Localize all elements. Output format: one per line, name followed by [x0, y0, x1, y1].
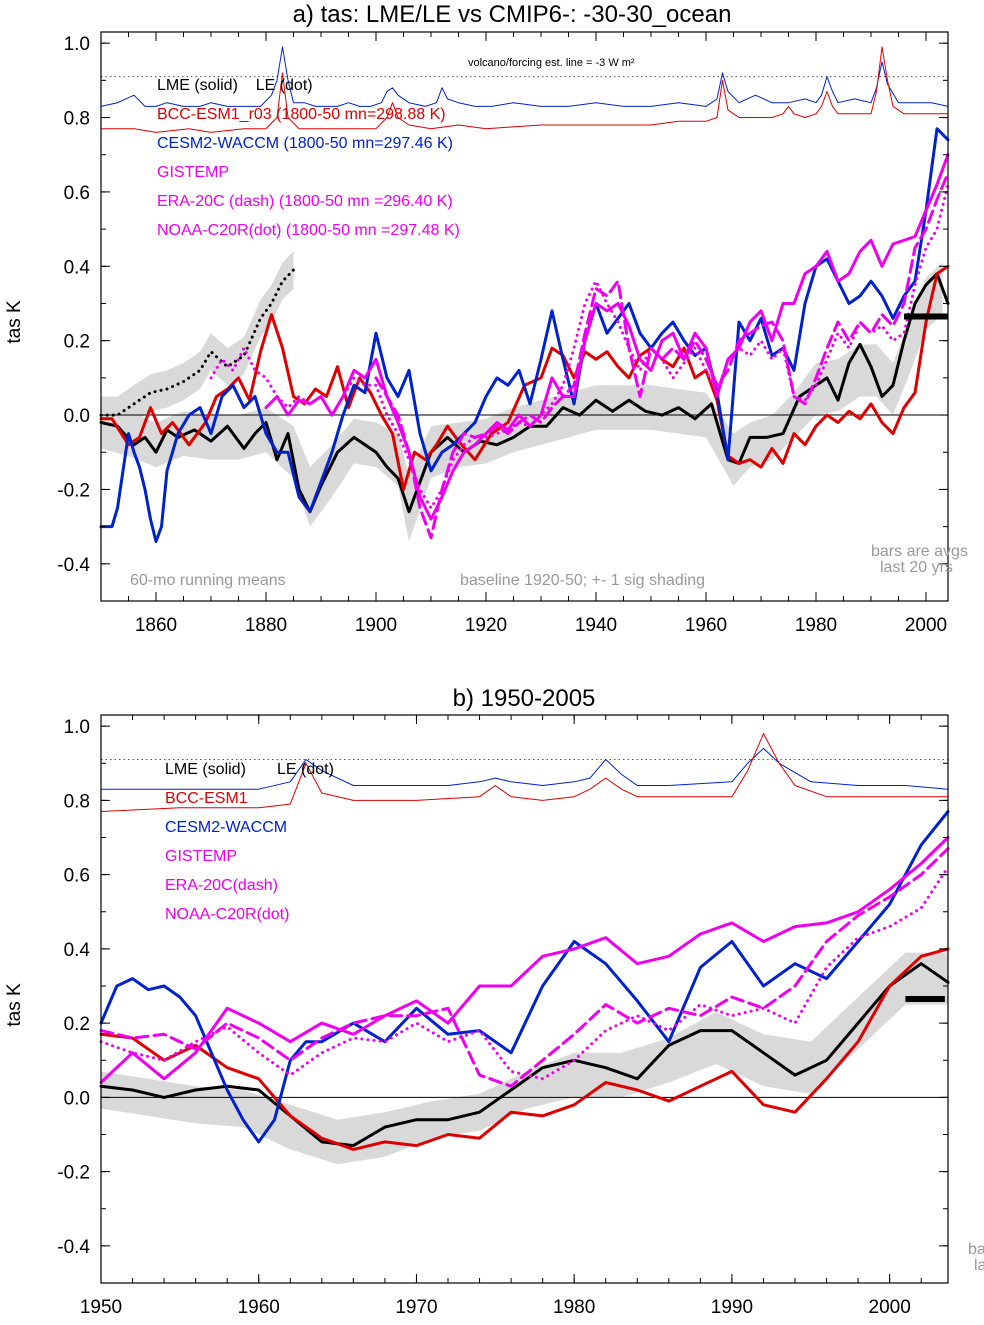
- series-noaa-c20r-dot: [99, 865, 950, 1081]
- legend-entry: CESM2-WACCM: [165, 819, 287, 836]
- series-bcc-volcanic-forcing: [100, 46, 949, 133]
- plot-background: [101, 715, 948, 1283]
- x-tick-label: 2000: [869, 1297, 911, 1318]
- x-tick-label: 1960: [238, 1297, 280, 1318]
- series-era-20c-dash: [99, 847, 950, 1088]
- x-tick-label: 1990: [711, 1297, 753, 1318]
- y-tick-label: 1.0: [64, 717, 90, 738]
- plot-frame: [100, 714, 949, 1284]
- legend-entry: LME (solid) LE (dot): [165, 761, 334, 778]
- panel-b: b) 1950-2005 tas K -0.4 -0.2 0.0 0.2 0.4 0.6 0…: [4, 685, 984, 1318]
- y-tick-label: 0.6: [64, 183, 90, 204]
- x-tick-label: 1860: [135, 615, 177, 636]
- x-tick-label: 1980: [795, 615, 837, 636]
- x-tick-label: 1960: [685, 615, 727, 636]
- series-gistemp: [99, 836, 950, 1084]
- volcano-annotation: volcano/forcing est. line = -3 W m²: [468, 57, 635, 69]
- y-tick-label: 0.2: [64, 332, 90, 353]
- shading-band-lme-1-sig: [101, 262, 943, 542]
- plot-area: -0.4 -0.2 0.0 0.2 0.4 0.6 0.8 1.0 1950 1960 1970 19…: [57, 714, 950, 1318]
- series-bcc-volcanic-forcing: [100, 733, 949, 812]
- baseline-note: baseline 1920-50; +- 1 sig shading: [460, 572, 705, 589]
- y-tick-label: 0.8: [64, 791, 90, 812]
- legend-entry: BCC-ESM1_r03 (1800-50 mn=298.88 K): [157, 106, 446, 123]
- y-tick-label: 0.0: [64, 406, 90, 427]
- chart-title: b) 1950-2005: [453, 685, 596, 712]
- y-tick-label: 0.2: [64, 1014, 90, 1035]
- bars-note-line1: bars are avgs: [871, 543, 968, 560]
- bars-note-line1: ba: [968, 1241, 984, 1258]
- y-axis-label: tas K: [4, 983, 25, 1027]
- plot-area: -0.4 -0.2 0.0 0.2 0.4 0.6 0.8 1.0 1860 1880 1900 19…: [57, 31, 950, 636]
- legend-entry: NOAA-C20R(dot) (1800-50 mn =297.48 K): [157, 222, 460, 239]
- y-tick-label: 0.4: [64, 257, 91, 278]
- y-tick-label: 0.0: [64, 1088, 90, 1109]
- running-means-note: 60-mo running means: [130, 572, 286, 589]
- series-bcc-esm1: [99, 947, 950, 1151]
- y-tick-label: 0.8: [64, 109, 90, 130]
- shading-band-le-1-sig: [101, 251, 294, 434]
- y-tick-label: 0.4: [64, 940, 91, 961]
- y-axis-label: tas K: [4, 300, 25, 344]
- legend-entry: LME (solid) LE (dot): [157, 77, 313, 94]
- x-tick-label: 1970: [395, 1297, 437, 1318]
- series-lme-volcanic-forcing: [100, 46, 949, 107]
- x-tick-label: 1880: [245, 615, 287, 636]
- y-tick-label: -0.4: [57, 555, 90, 576]
- series-cesm2-waccm: [99, 810, 950, 1144]
- series-gistemp: [264, 153, 950, 521]
- bars-note-line2: la: [974, 1257, 984, 1274]
- panel-a: a) tas: LME/LE vs CMIP6-: -30-30_ocean t…: [4, 1, 968, 636]
- plot-background: [101, 32, 948, 601]
- series-era-20c-dash-1800-50-mn-296-40-k: [374, 171, 950, 540]
- x-tick-label: 1900: [355, 615, 397, 636]
- series-cesm2-waccm-1800-50-mn-297-46-k: [99, 127, 950, 543]
- x-tick-label: 1950: [80, 1297, 122, 1318]
- series-noaa-c20r-dot-1800-50-mn-297-48-k: [209, 183, 950, 510]
- series-le-dot: [99, 268, 295, 417]
- legend-entry: GISTEMP: [157, 164, 229, 181]
- series-bcc-esm1-r03-1800-50-mn-298-88-k: [99, 264, 950, 491]
- x-tick-label: 1940: [575, 615, 617, 636]
- x-tick-label: 2000: [905, 615, 947, 636]
- legend-entry: GISTEMP: [165, 848, 237, 865]
- legend-entry: BCC-ESM1: [165, 790, 248, 807]
- y-tick-label: -0.4: [57, 1237, 90, 1258]
- y-tick-label: -0.2: [57, 480, 90, 501]
- bars-note-line2: last 20 yrs: [880, 559, 953, 576]
- chart-title: a) tas: LME/LE vs CMIP6-: -30-30_ocean: [293, 1, 732, 28]
- legend-entry: ERA-20C(dash): [165, 877, 278, 894]
- x-tick-label: 1980: [553, 1297, 595, 1318]
- legend-entry: ERA-20C (dash) (1800-50 mn =296.40 K): [157, 193, 453, 210]
- legend-entry: NOAA-C20R(dot): [165, 906, 289, 923]
- plot-frame: [100, 31, 949, 602]
- shading-band-lme-1-sig: [101, 952, 948, 1165]
- y-tick-label: 1.0: [64, 34, 90, 55]
- x-tick-label: 1920: [465, 615, 507, 636]
- y-tick-label: 0.6: [64, 866, 90, 887]
- y-tick-label: -0.2: [57, 1163, 90, 1184]
- legend: LME (solid) LE (dot) BCC-ESM1 CESM2-WACCM G…: [165, 761, 334, 923]
- series-lme-solid: [99, 272, 950, 514]
- legend: LME (solid) LE (dot) BCC-ESM1_r03 (1800-5…: [157, 77, 460, 239]
- series-lme-solid: [99, 962, 950, 1148]
- series-lme-volcanic-forcing: [100, 747, 949, 790]
- legend-entry: CESM2-WACCM (1800-50 mn=297.46 K): [157, 135, 453, 152]
